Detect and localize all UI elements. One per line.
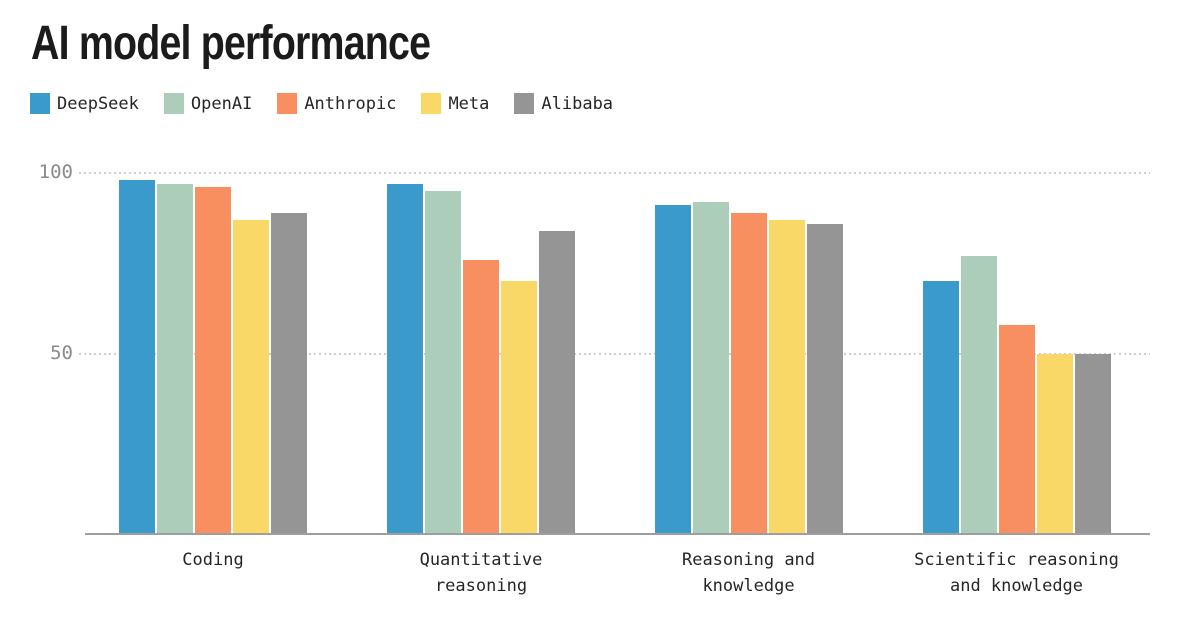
legend-label: Alibaba xyxy=(541,93,614,114)
bar-openai-quantitative-reasoning xyxy=(425,191,461,534)
bar-anthropic-quantitative-reasoning xyxy=(463,259,499,534)
legend-swatch-anthropic xyxy=(277,93,298,114)
legend-label: Meta xyxy=(448,93,490,114)
page-title: AI model performance xyxy=(31,17,431,70)
bar-deepseek-coding xyxy=(119,180,155,534)
bar-anthropic-reasoning-and-knowledge xyxy=(730,212,767,534)
legend-label: Anthropic xyxy=(304,93,397,114)
legend-item-meta: Meta xyxy=(421,93,489,114)
legend-swatch-deepseek xyxy=(30,93,50,114)
legend-item-anthropic: Anthropic xyxy=(277,93,396,114)
x-axis-category-label: Coding xyxy=(182,550,244,570)
bar-openai-reasoning-and-knowledge xyxy=(692,201,729,534)
bar-alibaba-reasoning-and-knowledge xyxy=(806,223,843,534)
bar-alibaba-coding xyxy=(271,212,307,534)
legend-swatch-meta xyxy=(421,93,442,114)
bar-deepseek-quantitative-reasoning xyxy=(387,183,423,534)
bar-meta-coding xyxy=(233,219,269,534)
bar-anthropic-coding xyxy=(195,187,231,534)
x-axis-category-label: Reasoning and knowledge xyxy=(681,550,816,596)
x-axis-category-label: Scientific reasoning and knowledge xyxy=(914,550,1119,596)
bar-alibaba-scientific-reasoning-and-knowledge xyxy=(1074,353,1111,534)
bar-meta-scientific-reasoning-and-knowledge xyxy=(1036,353,1073,534)
bar-deepseek-reasoning-and-knowledge xyxy=(654,205,691,534)
legend-label: OpenAI xyxy=(190,93,253,114)
y-axis-tick-100: 100 xyxy=(38,161,73,183)
legend-item-alibaba: Alibaba xyxy=(514,93,613,114)
legend-label: DeepSeek xyxy=(57,93,139,114)
bar-meta-quantitative-reasoning xyxy=(501,281,537,534)
legend-swatch-openai xyxy=(163,93,184,114)
x-axis-line xyxy=(85,533,1150,535)
gridline-y-100 xyxy=(79,172,1150,174)
x-axis-category-label: Quantitative reasoning xyxy=(419,550,543,596)
bar-meta-reasoning-and-knowledge xyxy=(768,219,805,534)
legend-item-openai: OpenAI xyxy=(163,93,253,114)
bar-openai-scientific-reasoning-and-knowledge xyxy=(960,256,997,534)
chart-legend: DeepSeek OpenAI Anthropic Meta Alibaba xyxy=(30,93,613,114)
gridline-y-50 xyxy=(79,352,1150,355)
legend-item-deepseek: DeepSeek xyxy=(30,93,139,114)
y-axis-tick-50: 50 xyxy=(50,341,73,364)
bar-alibaba-quantitative-reasoning xyxy=(539,230,575,534)
legend-swatch-alibaba xyxy=(514,93,535,114)
bar-anthropic-scientific-reasoning-and-knowledge xyxy=(998,324,1035,534)
bar-deepseek-scientific-reasoning-and-knowledge xyxy=(922,281,959,534)
bar-openai-coding xyxy=(157,183,193,534)
